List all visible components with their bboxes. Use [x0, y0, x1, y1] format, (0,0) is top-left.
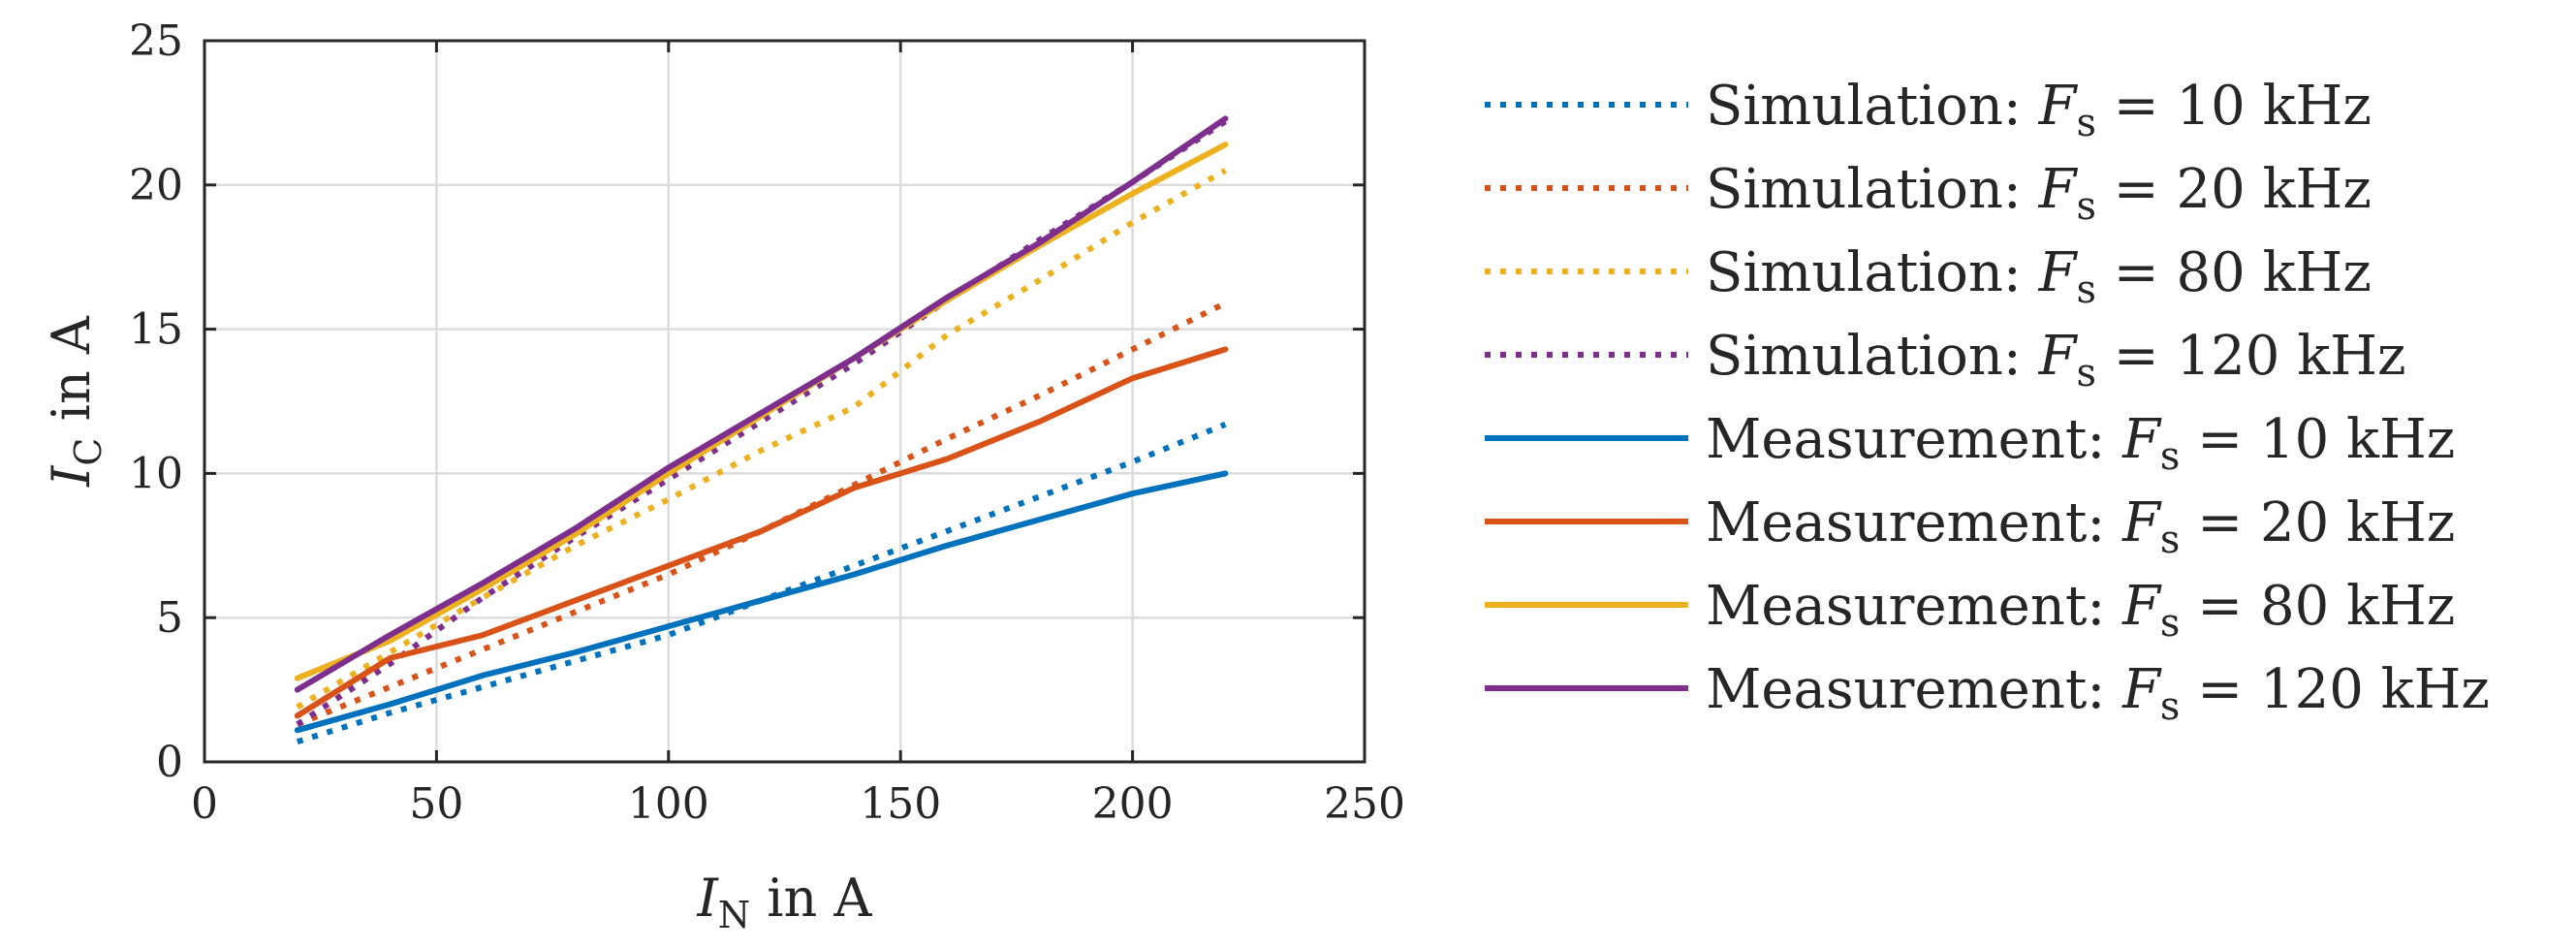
series-line-6 — [294, 346, 1229, 719]
y-tick-label: 15 — [129, 305, 183, 355]
series-line-4 — [296, 118, 1228, 727]
y-tick-label: 0 — [156, 738, 183, 787]
series-line-5 — [294, 470, 1229, 734]
legend-entry-2: Simulation: Fs = 20 kHz — [1706, 158, 2372, 229]
axis-labels: IN in A IC in A — [41, 315, 872, 936]
legend: Simulation: Fs = 10 kHz Simulation: Fs = … — [1485, 75, 2490, 729]
y-tick-label: 20 — [129, 161, 183, 210]
series-line-8 — [294, 115, 1229, 693]
legend-box — [1456, 60, 2570, 743]
legend-entry-4: Simulation: Fs = 120 kHz — [1706, 325, 2405, 395]
legend-entry-8: Measurement: Fs = 120 kHz — [1706, 658, 2490, 729]
legend-entry-5: Measurement: Fs = 10 kHz — [1706, 408, 2455, 479]
grid — [204, 41, 1365, 762]
x-tick-label: 150 — [860, 779, 941, 829]
plot-frame — [203, 39, 1367, 764]
legend-entry-3: Simulation: Fs = 80 kHz — [1706, 241, 2372, 312]
data-series — [294, 115, 1229, 745]
y-tick-label: 25 — [129, 16, 183, 66]
y-axis-label: IC in A — [41, 315, 110, 488]
legend-entry-1: Simulation: Fs = 10 kHz — [1706, 75, 2372, 145]
x-tick-label: 250 — [1324, 779, 1405, 829]
x-tick-label: 50 — [409, 779, 463, 829]
x-tick-label: 200 — [1092, 779, 1174, 829]
y-tick-label: 5 — [156, 593, 183, 643]
x-axis-label: IN in A — [697, 868, 873, 936]
legend-entry-7: Measurement: Fs = 80 kHz — [1706, 575, 2455, 646]
axis-ticks: 0 50 100 150 200 250 0 5 10 15 20 25 — [129, 16, 1405, 829]
x-tick-label: 100 — [628, 779, 709, 829]
legend-entry-6: Measurement: Fs = 20 kHz — [1706, 491, 2455, 562]
x-tick-label: 0 — [191, 779, 218, 829]
y-tick-label: 10 — [129, 449, 183, 498]
series-line-3 — [296, 168, 1227, 711]
